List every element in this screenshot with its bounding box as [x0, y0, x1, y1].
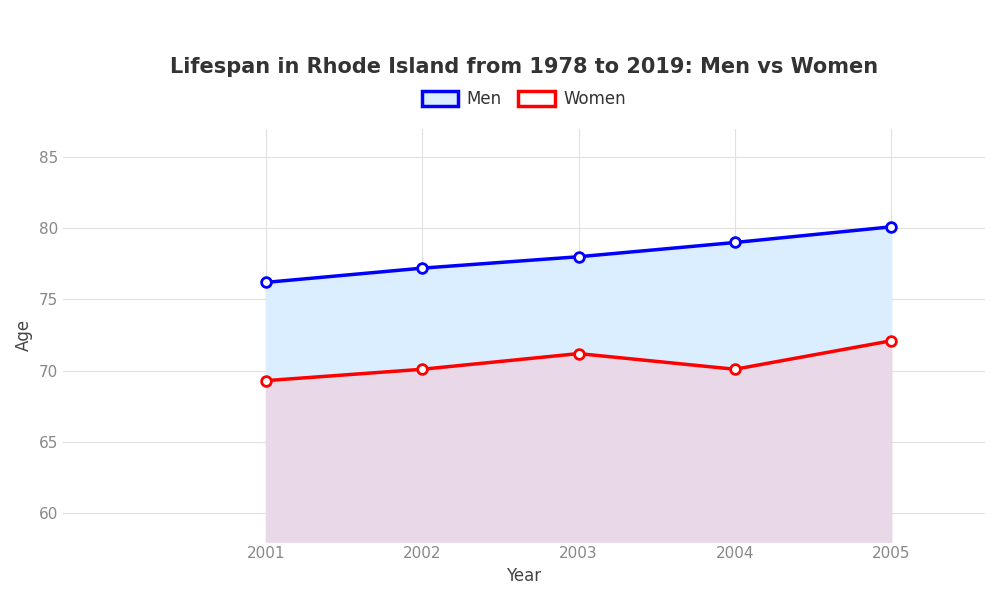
Title: Lifespan in Rhode Island from 1978 to 2019: Men vs Women: Lifespan in Rhode Island from 1978 to 20… [170, 57, 878, 77]
Y-axis label: Age: Age [15, 319, 33, 351]
X-axis label: Year: Year [506, 567, 541, 585]
Legend: Men, Women: Men, Women [415, 83, 633, 115]
